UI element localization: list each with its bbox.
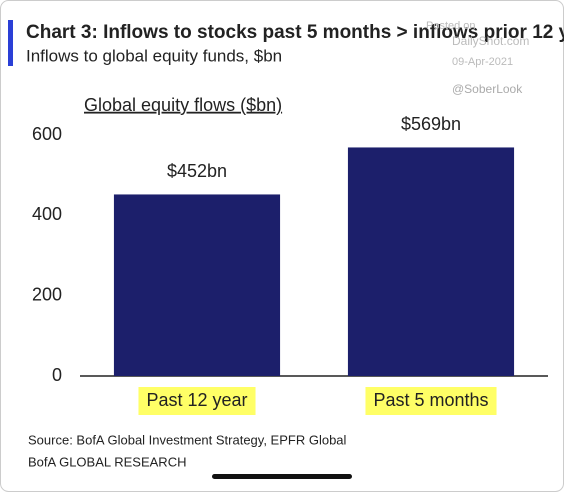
- value-label: $452bn: [167, 161, 227, 181]
- y-tick-label: 0: [52, 365, 62, 385]
- category-highlight: [365, 387, 497, 415]
- x-tick-label: Past 5 months: [373, 390, 488, 410]
- brand: BofA GLOBAL RESEARCH: [28, 454, 186, 469]
- title-accent: [8, 20, 13, 66]
- watermark: 09-Apr-2021: [452, 56, 513, 68]
- x-tick-label: Past 12 year: [146, 390, 247, 410]
- axis-title: Global equity flows ($bn): [84, 95, 282, 115]
- watermark: DailyShot.com: [452, 34, 529, 48]
- watermark: @SoberLook: [452, 82, 523, 96]
- chart-title: Chart 3: Inflows to stocks past 5 months…: [26, 22, 564, 43]
- category-highlight: [138, 387, 256, 415]
- watermark: Posted on: [426, 20, 476, 32]
- y-tick-label: 200: [32, 284, 62, 304]
- bar: [347, 147, 515, 376]
- y-tick-label: 400: [32, 204, 62, 224]
- bar: [113, 194, 281, 376]
- chart-subtitle: Inflows to global equity funds, $bn: [26, 46, 282, 65]
- value-label: $569bn: [401, 114, 461, 134]
- home-indicator: [212, 474, 352, 479]
- y-tick-label: 600: [32, 124, 62, 144]
- source: Source: BofA Global Investment Strategy,…: [28, 432, 347, 447]
